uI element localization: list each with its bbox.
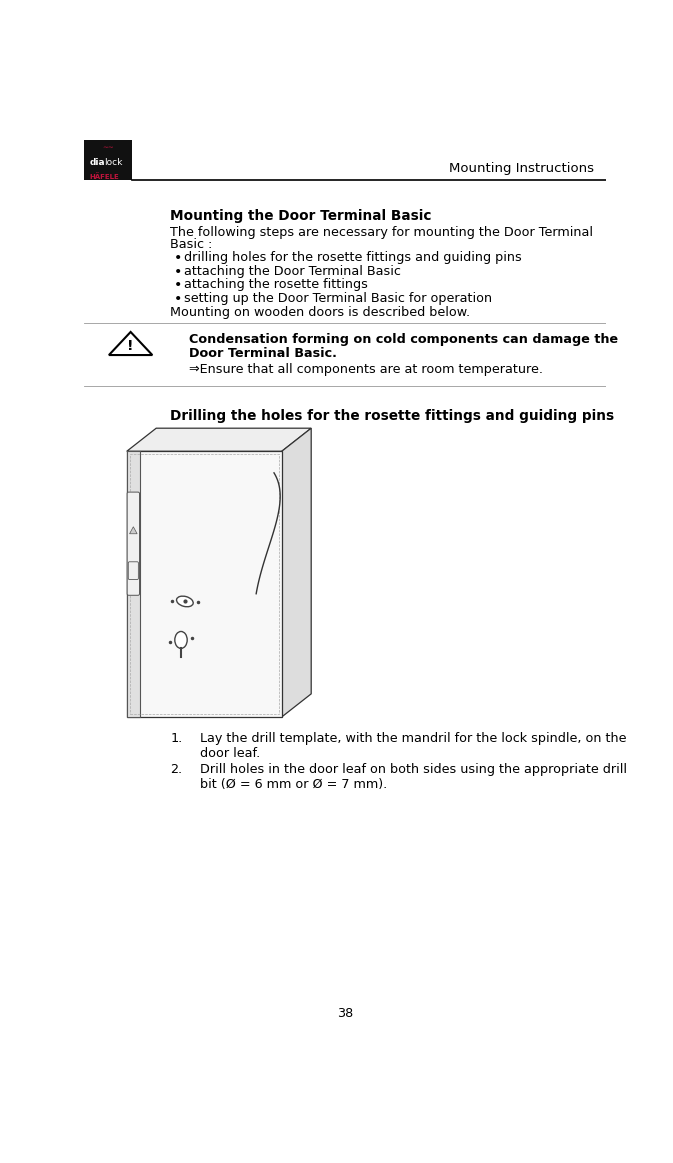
Text: !: ! — [127, 340, 134, 354]
Text: ⇒Ensure that all components are at room temperature.: ⇒Ensure that all components are at room … — [188, 363, 542, 376]
Polygon shape — [129, 527, 137, 534]
Text: •: • — [174, 292, 182, 306]
Polygon shape — [109, 331, 152, 355]
Bar — [130, 455, 279, 714]
Text: bit (Ø = 6 mm or Ø = 7 mm).: bit (Ø = 6 mm or Ø = 7 mm). — [200, 778, 387, 791]
Text: The following steps are necessary for mounting the Door Terminal: The following steps are necessary for mo… — [170, 226, 593, 238]
Polygon shape — [282, 428, 311, 716]
Ellipse shape — [176, 597, 193, 607]
Text: •: • — [174, 251, 182, 265]
Text: Condensation forming on cold components can damage the: Condensation forming on cold components … — [188, 334, 618, 347]
Text: Basic :: Basic : — [170, 237, 213, 251]
Polygon shape — [127, 451, 282, 716]
Text: Mounting on wooden doors is described below.: Mounting on wooden doors is described be… — [170, 306, 470, 319]
Text: •: • — [174, 278, 182, 292]
Text: Lay the drill template, with the mandril for the lock spindle, on the: Lay the drill template, with the mandril… — [200, 733, 626, 745]
Text: drilling holes for the rosette fittings and guiding pins: drilling holes for the rosette fittings … — [184, 251, 522, 264]
Text: 1.: 1. — [170, 733, 182, 745]
Polygon shape — [127, 451, 140, 716]
Text: 38: 38 — [336, 1007, 353, 1020]
Ellipse shape — [175, 632, 187, 649]
Text: attaching the rosette fittings: attaching the rosette fittings — [184, 278, 368, 291]
Text: door leaf.: door leaf. — [200, 747, 260, 759]
Text: dia: dia — [90, 158, 105, 167]
Text: attaching the Door Terminal Basic: attaching the Door Terminal Basic — [184, 265, 401, 278]
Text: HÄFELE: HÄFELE — [90, 173, 119, 180]
Polygon shape — [127, 428, 311, 451]
Bar — [84, 140, 132, 179]
Text: Mounting the Door Terminal Basic: Mounting the Door Terminal Basic — [170, 209, 431, 223]
Text: Drill holes in the door leaf on both sides using the appropriate drill: Drill holes in the door leaf on both sid… — [200, 763, 627, 777]
Text: •: • — [174, 265, 182, 279]
Text: Mounting Instructions: Mounting Instructions — [449, 163, 594, 176]
Text: Door Terminal Basic.: Door Terminal Basic. — [188, 347, 336, 359]
Text: setting up the Door Terminal Basic for operation: setting up the Door Terminal Basic for o… — [184, 292, 492, 305]
FancyBboxPatch shape — [127, 492, 139, 595]
Text: lock: lock — [104, 158, 122, 167]
Text: Drilling the holes for the rosette fittings and guiding pins: Drilling the holes for the rosette fitti… — [170, 409, 614, 423]
FancyBboxPatch shape — [129, 562, 139, 579]
Text: ∼∼: ∼∼ — [102, 144, 114, 150]
Text: 2.: 2. — [170, 763, 182, 777]
